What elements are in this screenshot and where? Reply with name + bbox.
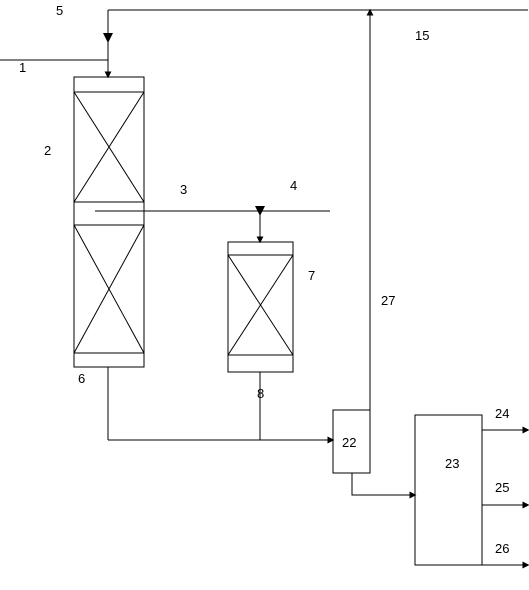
box-box23 [415, 415, 482, 565]
label-l15: 15 [415, 28, 429, 43]
label-l6: 6 [78, 371, 85, 386]
arrowhead-down-icon [103, 33, 113, 43]
label-l8: 8 [257, 386, 264, 401]
label-l5: 5 [56, 3, 63, 18]
label-l3: 3 [180, 182, 187, 197]
process-flow-diagram: 1234567815222324252627 [0, 0, 529, 590]
line-l_22_to_23 [352, 473, 415, 495]
flow-lines [0, 10, 528, 565]
box-col2_outer [74, 77, 144, 367]
label-l24: 24 [495, 406, 509, 421]
label-l4: 4 [290, 178, 297, 193]
label-l22: 22 [342, 435, 356, 450]
label-l26: 26 [495, 541, 509, 556]
label-l7: 7 [308, 268, 315, 283]
label-l23: 23 [445, 456, 459, 471]
label-l25: 25 [495, 480, 509, 495]
box-col7_outer [228, 242, 293, 372]
unit-boxes [74, 77, 482, 565]
label-l27: 27 [381, 293, 395, 308]
labels: 1234567815222324252627 [19, 3, 509, 556]
label-l2: 2 [44, 143, 51, 158]
label-l1: 1 [19, 60, 26, 75]
